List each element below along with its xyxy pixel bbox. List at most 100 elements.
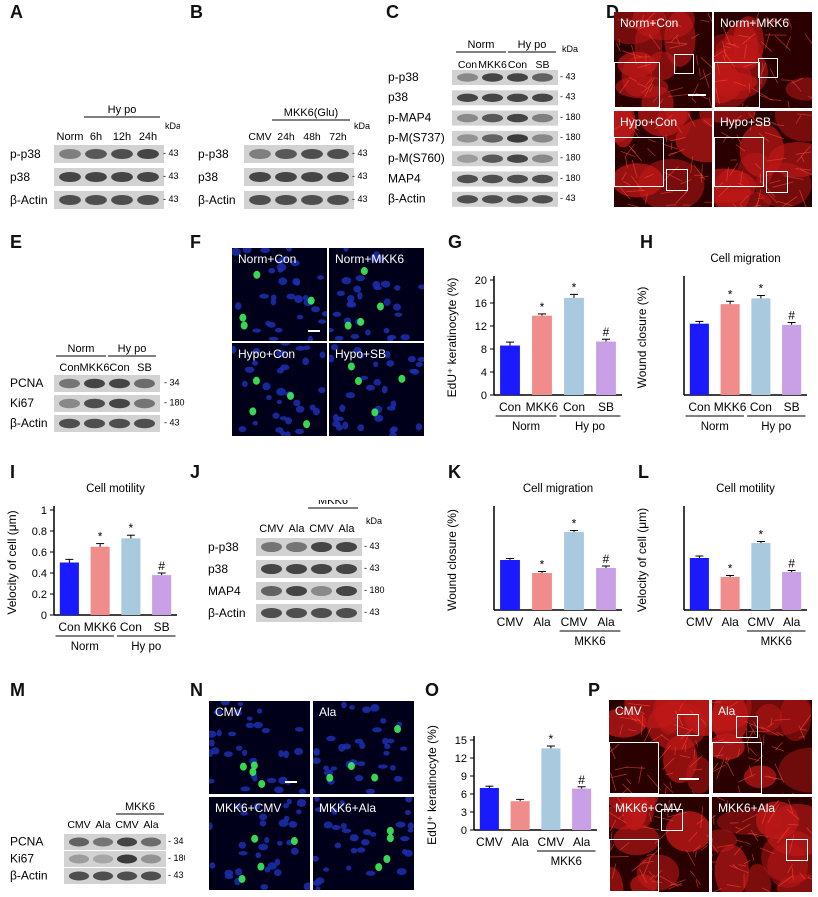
- nucleus: [238, 426, 247, 433]
- western-blot-m: CMV Ala CMV Ala MKK6 PCNA - 34 Ki67 - 180 β-Actin…: [10, 801, 185, 884]
- filament: [703, 119, 712, 128]
- nucleus: [312, 407, 320, 416]
- bar-chart-g: 0 4 8 12 16 20 EdU⁺ keratinocyte (%) Con * MKK6 * C…: [445, 275, 622, 433]
- filament: [631, 44, 638, 65]
- tile-label: Ala: [718, 704, 736, 718]
- edu-positive-nucleus: [238, 874, 246, 883]
- filament: [737, 749, 741, 758]
- filament: [791, 867, 794, 881]
- nucleus: [267, 862, 277, 870]
- kda-marker: - 180: [168, 853, 185, 863]
- filament: [806, 827, 812, 835]
- filament: [693, 768, 703, 771]
- chart-title: Cell motility: [86, 483, 145, 495]
- filament: [740, 170, 743, 185]
- microscopy-panel-d: Norm+Con Norm+MKK6 Hypo+Con Hypo+SB: [614, 12, 812, 207]
- blot-row-label: p-M(S737): [388, 131, 445, 145]
- lane-label: Con: [59, 362, 79, 374]
- filament: [747, 730, 769, 733]
- blot-band: [137, 148, 159, 160]
- zoom-box: [766, 171, 788, 193]
- blot-band: [137, 194, 159, 206]
- blot-band: [482, 113, 503, 123]
- blot-band: [134, 418, 155, 429]
- filament: [642, 860, 654, 864]
- filament: [610, 772, 617, 791]
- nuclei-image: [313, 701, 414, 794]
- y-tick-label: 0.8: [32, 526, 47, 538]
- blot-band: [109, 378, 130, 389]
- filament: [630, 124, 640, 131]
- cell-body: [712, 829, 737, 853]
- filament: [726, 884, 741, 888]
- significance-mark: #: [788, 557, 795, 571]
- nucleus: [259, 820, 267, 827]
- filament: [614, 122, 628, 130]
- image-tile: Norm+Con: [614, 12, 712, 108]
- group-label: Norm: [468, 39, 495, 51]
- edu-positive-nucleus: [307, 296, 315, 305]
- nucleus: [331, 825, 341, 831]
- nucleus: [370, 704, 380, 712]
- blot-band: [261, 563, 282, 575]
- x-tick-label: SB: [154, 620, 170, 634]
- nucleus: [235, 745, 243, 751]
- nucleus: [330, 766, 338, 771]
- nucleus: [350, 333, 360, 340]
- nucleus: [404, 809, 411, 816]
- blot-band: [286, 563, 307, 575]
- y-tick-label: 0.6: [32, 547, 47, 559]
- nucleus: [357, 424, 365, 432]
- x-tick-label: MKK6: [526, 400, 559, 414]
- filament: [625, 143, 635, 157]
- filament: [645, 77, 653, 86]
- nucleus: [235, 302, 242, 310]
- nucleus: [265, 320, 271, 326]
- cytoskeleton-image: [714, 111, 812, 207]
- filament: [782, 196, 798, 207]
- edu-positive-nucleus: [344, 321, 352, 330]
- filament: [726, 762, 734, 776]
- filament: [688, 831, 698, 842]
- cell-body: [744, 863, 771, 892]
- filament: [691, 97, 697, 104]
- filament: [707, 12, 712, 23]
- nucleus: [252, 328, 262, 333]
- cell-body: [664, 12, 696, 67]
- filament: [647, 147, 656, 157]
- filament: [795, 151, 812, 155]
- microscopy-panel-f: Norm+Con Norm+MKK6 Hypo+Con Hypo+SB: [232, 248, 424, 436]
- y-axis-label: EdU⁺ keratinocyte (%): [425, 725, 439, 845]
- filament: [618, 814, 625, 819]
- filament: [664, 786, 667, 794]
- nucleus: [284, 431, 291, 436]
- nucleus: [241, 749, 248, 756]
- nucleus: [298, 788, 307, 794]
- blot-row-label: p-p38: [10, 147, 41, 161]
- bar: [90, 546, 110, 615]
- group-label: Hy po: [118, 343, 147, 355]
- edu-positive-nucleus: [360, 266, 368, 275]
- y-axis-label: Wound closure (%): [635, 287, 649, 389]
- edu-positive-nucleus: [383, 855, 391, 864]
- nucleus: [318, 319, 327, 324]
- image-tile: Hypo+SB: [329, 343, 424, 436]
- kda-marker: - 43: [352, 148, 368, 158]
- edu-positive-nucleus: [258, 779, 266, 788]
- lane-label: CMV: [259, 523, 284, 535]
- filament: [668, 151, 677, 155]
- x-tick-label: CMV: [538, 835, 565, 849]
- edu-positive-nucleus: [251, 834, 259, 843]
- nucleus: [270, 294, 277, 301]
- filament: [695, 879, 699, 888]
- cell-body: [774, 111, 812, 142]
- blot-band: [140, 837, 162, 847]
- kda-marker: - 43: [560, 193, 576, 203]
- filament: [744, 721, 765, 730]
- blot-strip: [64, 868, 166, 884]
- edu-positive-nucleus: [347, 762, 355, 771]
- y-tick-label: 16: [475, 298, 487, 310]
- image-tile: MKK6+CMV: [209, 797, 310, 890]
- cell-body: [714, 190, 772, 207]
